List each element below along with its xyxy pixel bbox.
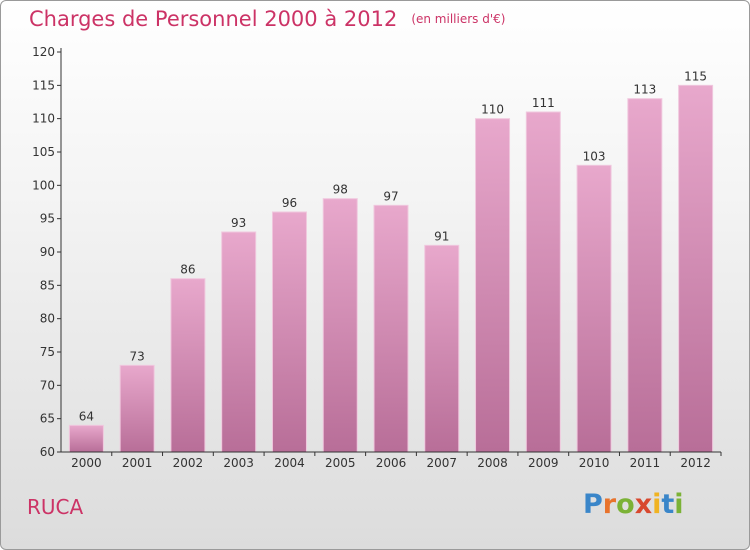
bar-value-label: 111 bbox=[532, 96, 555, 110]
y-tick-label: 85 bbox=[40, 278, 55, 292]
x-tick-label: 2006 bbox=[376, 456, 407, 470]
bar-2004 bbox=[271, 211, 307, 453]
y-tick-label: 80 bbox=[40, 312, 55, 326]
bar-value-label: 97 bbox=[383, 189, 398, 203]
x-tick-label: 2005 bbox=[325, 456, 356, 470]
chart-title: Charges de Personnel 2000 à 2012 (en mill… bbox=[29, 7, 505, 31]
bar-2010 bbox=[576, 164, 612, 453]
x-tick-label: 2009 bbox=[528, 456, 559, 470]
x-tick-label: 2004 bbox=[274, 456, 305, 470]
y-tick-label: 75 bbox=[40, 345, 55, 359]
bar-2012 bbox=[678, 84, 714, 453]
x-tick-label: 2012 bbox=[680, 456, 711, 470]
y-tick-label: 95 bbox=[40, 212, 55, 226]
bar-value-label: 115 bbox=[684, 69, 707, 83]
x-tick-label: 2011 bbox=[630, 456, 661, 470]
town-name: RUCA bbox=[27, 495, 84, 519]
chart-title-text: Charges de Personnel 2000 à 2012 bbox=[29, 7, 398, 31]
bar-2000 bbox=[68, 424, 104, 453]
bar-value-label: 73 bbox=[130, 349, 145, 363]
bar-value-label: 91 bbox=[434, 229, 449, 243]
x-tick-label: 2002 bbox=[173, 456, 204, 470]
bar-value-label: 93 bbox=[231, 216, 246, 230]
x-tick-label: 2007 bbox=[426, 456, 457, 470]
y-tick-label: 105 bbox=[32, 145, 55, 159]
x-tick-label: 2001 bbox=[122, 456, 153, 470]
bar-value-label: 113 bbox=[633, 83, 656, 97]
y-tick-label: 90 bbox=[40, 245, 55, 259]
y-tick-label: 120 bbox=[32, 45, 55, 59]
bar-value-label: 64 bbox=[79, 409, 94, 423]
bar-2005 bbox=[322, 198, 358, 453]
bar-2011 bbox=[627, 98, 663, 453]
bar-2006 bbox=[373, 204, 409, 453]
bar-2003 bbox=[221, 231, 257, 453]
bar-value-label: 103 bbox=[583, 149, 606, 163]
y-tick-label: 60 bbox=[40, 445, 55, 459]
x-tick-label: 2008 bbox=[477, 456, 508, 470]
chart-subtitle: (en milliers d'€) bbox=[411, 12, 506, 26]
bar-value-label: 110 bbox=[481, 103, 504, 117]
bar-value-label: 96 bbox=[282, 196, 297, 210]
y-tick-label: 65 bbox=[40, 412, 55, 426]
bar-2008 bbox=[475, 118, 511, 453]
y-tick-label: 115 bbox=[32, 78, 55, 92]
y-tick-label: 100 bbox=[32, 178, 55, 192]
bar-2002 bbox=[170, 278, 206, 453]
x-tick-label: 2003 bbox=[223, 456, 254, 470]
y-tick-label: 70 bbox=[40, 378, 55, 392]
proxiti-logo[interactable]: Proxiti bbox=[583, 489, 684, 520]
bar-value-label: 86 bbox=[180, 263, 195, 277]
y-tick-label: 110 bbox=[32, 112, 55, 126]
axes-group: 2000 2001 2002 2003 2004 2005 2006 2007 2008 2009… bbox=[32, 45, 722, 470]
bar-2009 bbox=[525, 111, 561, 453]
bar-value-label: 98 bbox=[333, 183, 348, 197]
bar-2007 bbox=[424, 244, 460, 453]
bar-2001 bbox=[119, 364, 155, 453]
x-tick-label: 2010 bbox=[579, 456, 610, 470]
bars-group: 64 73 86 93 96 98 97 91 110 111 103 113 115 bbox=[68, 69, 714, 453]
x-tick-label: 2000 bbox=[71, 456, 102, 470]
